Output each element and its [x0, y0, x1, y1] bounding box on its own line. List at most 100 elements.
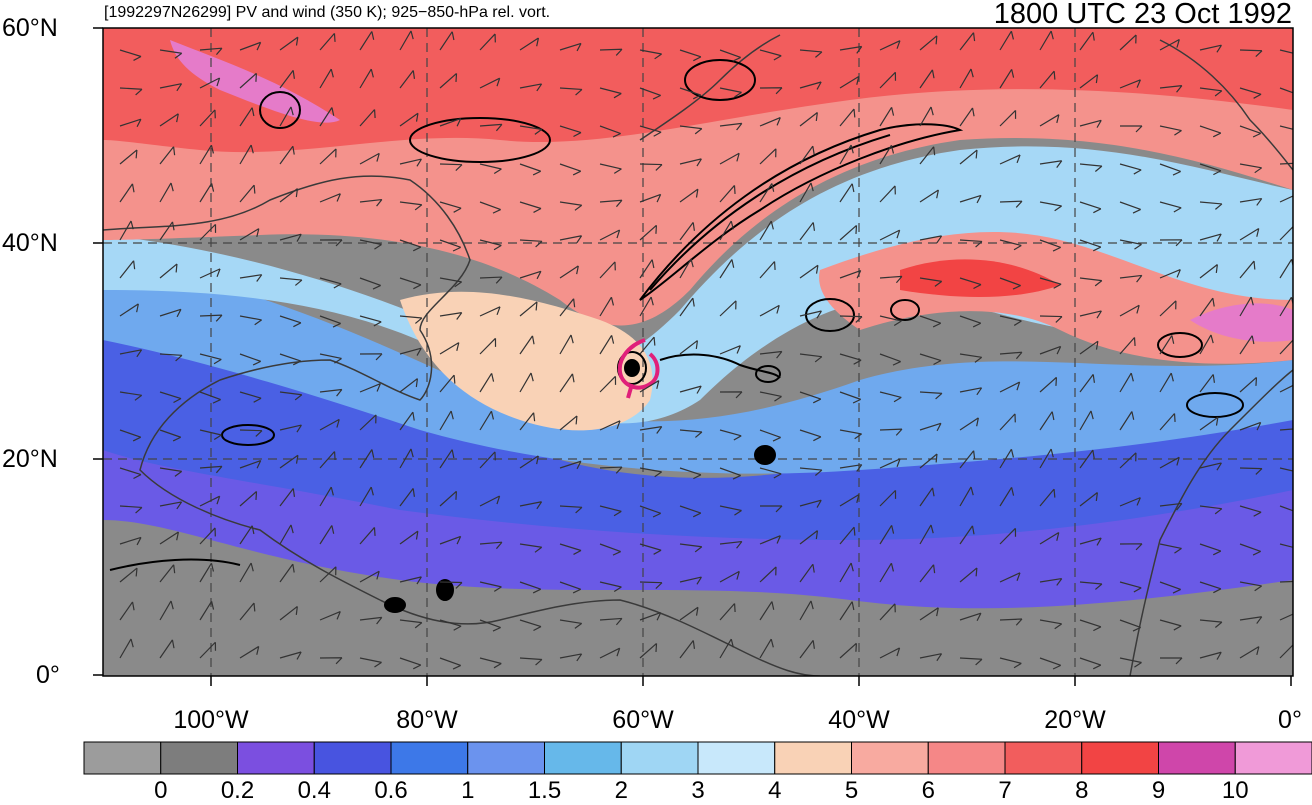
- wind-barb: [679, 340, 699, 355]
- wind-barb: [759, 467, 782, 479]
- wind-barb: [999, 239, 1022, 251]
- wind-barb: [119, 601, 135, 621]
- wind-barb: [999, 277, 1021, 290]
- wind-barb: [1119, 337, 1136, 355]
- wind-barb: [999, 351, 1023, 360]
- wind-barb: [1239, 197, 1263, 206]
- wind-barb: [399, 530, 419, 545]
- wind-barb: [359, 68, 374, 89]
- colorbar-swatch: [83, 741, 162, 775]
- coastlines: [103, 34, 1293, 676]
- wind-barb: [119, 429, 142, 442]
- wind-barb: [999, 572, 1021, 583]
- wind-barb: [719, 540, 743, 549]
- wind-barb: [479, 451, 496, 469]
- wind-barb: [839, 601, 855, 621]
- wind-barb: [879, 185, 896, 203]
- wind-barb: [1119, 304, 1140, 317]
- wind-barb: [1239, 616, 1263, 624]
- wind-barb: [119, 536, 142, 546]
- vorticity-africa-coast: [1186, 392, 1244, 418]
- wind-barb: [199, 268, 221, 279]
- wind-barb: [919, 607, 939, 621]
- vorticity-labrador: [684, 59, 756, 101]
- wind-barb: [1119, 497, 1141, 507]
- colorbar-swatch: [313, 741, 392, 775]
- wind-barb: [1199, 201, 1223, 210]
- wind-barb: [479, 123, 503, 132]
- wind-barb: [599, 505, 622, 517]
- wind-barb: [399, 239, 422, 252]
- wind-barb: [479, 77, 501, 89]
- wind-barb: [1239, 581, 1262, 592]
- wind-barb: [639, 87, 661, 100]
- colorbar-swatch: [544, 741, 622, 775]
- wind-barb: [639, 224, 658, 241]
- wind-barb: [239, 184, 256, 203]
- wind-barb: [439, 201, 462, 213]
- wind-barb: [1159, 581, 1181, 594]
- wind-barb: [1239, 646, 1260, 659]
- wind-barb: [279, 651, 302, 660]
- wind-barb: [1159, 619, 1182, 631]
- wind-barb: [1199, 334, 1214, 355]
- wind-barb: [1159, 456, 1180, 469]
- wind-barb: [999, 200, 1023, 208]
- wind-barb: [919, 277, 943, 287]
- wind-barb: [1279, 87, 1293, 100]
- wind-barb: [239, 144, 254, 165]
- wind-barb: [919, 653, 943, 662]
- wind-barb: [879, 71, 897, 89]
- wind-barb: [519, 412, 536, 431]
- pv-peak-east: [1190, 303, 1293, 342]
- wind-barb: [919, 146, 936, 165]
- wind-barb: [1079, 410, 1094, 431]
- wind-barb: [719, 152, 740, 165]
- wind-barb: [919, 487, 935, 507]
- wind-barb: [959, 315, 982, 328]
- wind-barb: [1159, 543, 1182, 554]
- wind-barb: [1079, 119, 1102, 128]
- wind-barb: [679, 606, 699, 621]
- wind-barb: [799, 391, 822, 404]
- wind-barb: [1119, 79, 1141, 89]
- wind-barb: [799, 530, 819, 545]
- wind-barb: [719, 391, 743, 399]
- wind-barb: [719, 122, 743, 131]
- wind-barb: [759, 350, 783, 359]
- wind-barb: [679, 429, 703, 438]
- wind-barb: [719, 220, 734, 241]
- colorbar-label: 0.4: [297, 777, 331, 804]
- wind-barb: [1119, 581, 1142, 593]
- wind-barb: [959, 194, 982, 204]
- wind-barb: [1039, 488, 1056, 507]
- wind-barb: [679, 576, 702, 585]
- colorbar-label: 1: [461, 777, 475, 804]
- lon-label-0: 0°: [1278, 706, 1302, 734]
- wind-barb: [359, 570, 380, 583]
- wind-barb: [919, 391, 943, 400]
- wind-barb: [679, 543, 703, 553]
- wind-barb: [279, 454, 299, 469]
- wind-barb: [839, 391, 861, 404]
- wind-barb: [1279, 125, 1293, 130]
- wind-barb: [879, 40, 901, 51]
- wind-barb: [199, 495, 221, 507]
- wind-barb: [159, 182, 174, 203]
- wind-barb: [319, 239, 343, 247]
- wind-barb: [719, 185, 736, 203]
- wind-barb: [279, 524, 294, 545]
- wind-barb: [199, 527, 216, 545]
- wind-barb: [959, 567, 978, 583]
- wind-barb: [519, 270, 542, 280]
- wind-barb: [1039, 448, 1054, 469]
- plot-timestamp: 1800 UTC 23 Oct 1992: [993, 0, 1292, 30]
- wind-barb: [919, 69, 935, 89]
- wind-barb: [279, 563, 295, 583]
- vorticity-east-1: [755, 365, 781, 383]
- wind-barb: [519, 543, 543, 553]
- wind-barb: [1119, 452, 1137, 469]
- wind-barb: [519, 125, 543, 135]
- wind-barb: [159, 639, 175, 659]
- wind-barb: [639, 505, 661, 518]
